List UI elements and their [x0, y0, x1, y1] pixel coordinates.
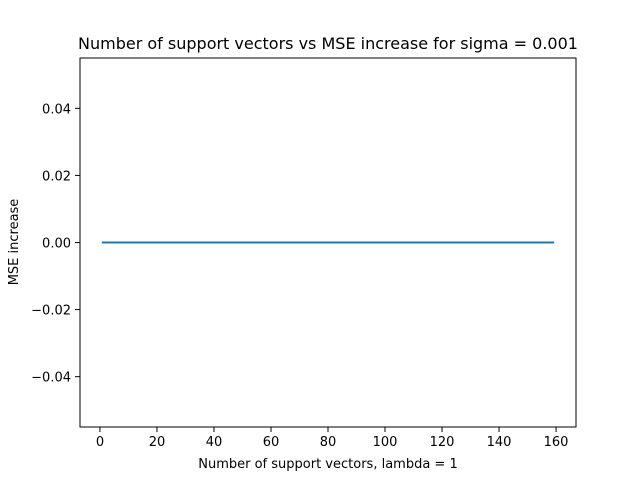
- x-tick-label: 20: [149, 435, 166, 450]
- x-tick-label: 140: [487, 435, 512, 450]
- chart-title: Number of support vectors vs MSE increas…: [78, 34, 578, 53]
- x-tick-label: 80: [320, 435, 337, 450]
- x-tick-label: 120: [430, 435, 455, 450]
- x-tick-label: 0: [96, 435, 104, 450]
- y-tick-label: −0.04: [31, 371, 71, 386]
- y-axis-title: MSE increase: [7, 199, 22, 286]
- y-tick-label: 0.04: [42, 102, 71, 117]
- y-tick-label: 0.00: [42, 237, 71, 252]
- plot-area: 0 20 40 60 80 100 120 140 160 −0.04 −0.02 0.00 0.02 0…: [31, 57, 577, 450]
- y-tick-label: 0.02: [42, 169, 71, 184]
- x-tick-label: 60: [263, 435, 280, 450]
- x-axis-title: Number of support vectors, lambda = 1: [198, 457, 457, 472]
- x-tick-label: 160: [544, 435, 569, 450]
- x-tick-label: 100: [373, 435, 398, 450]
- y-tick-label: −0.02: [31, 304, 71, 319]
- x-tick-label: 40: [206, 435, 223, 450]
